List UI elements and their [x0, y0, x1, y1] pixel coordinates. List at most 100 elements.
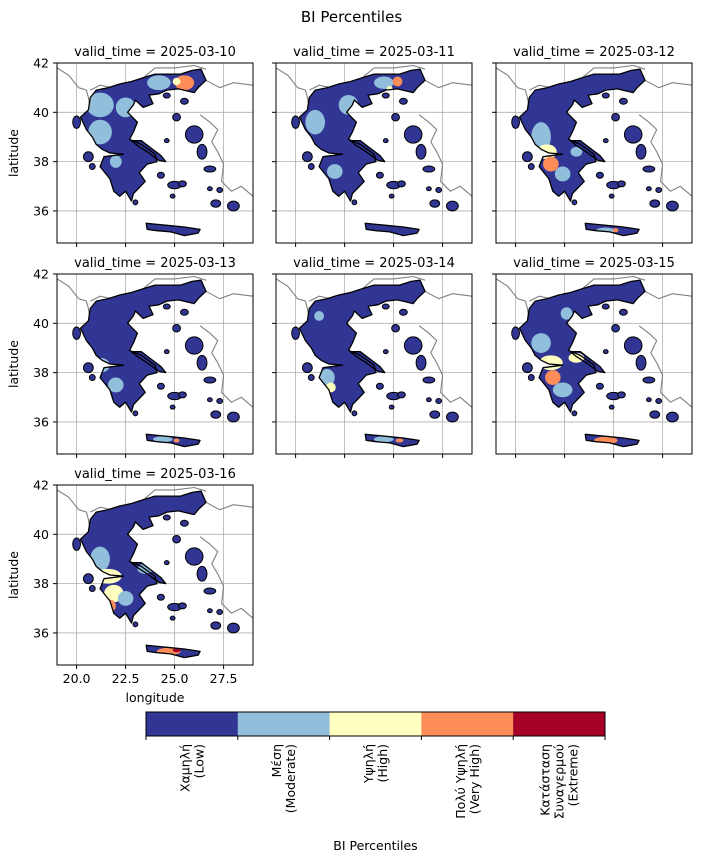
y-tick-label: 42 — [33, 267, 49, 282]
category-patch-moderate — [153, 436, 173, 443]
island — [655, 397, 663, 404]
island — [203, 165, 217, 173]
island — [425, 397, 432, 403]
coastline — [364, 222, 420, 237]
island — [72, 115, 81, 129]
island — [206, 608, 213, 614]
island — [511, 326, 520, 340]
panel-title: valid_time = 2025-03-12 — [513, 45, 675, 60]
coastline — [130, 351, 167, 374]
island — [375, 171, 384, 179]
island — [608, 404, 615, 410]
axes-frame — [275, 62, 473, 244]
island — [415, 354, 427, 371]
country-border — [496, 67, 530, 118]
island — [172, 535, 181, 544]
island — [162, 514, 171, 521]
coastline — [145, 433, 201, 448]
crete-low-fill — [365, 223, 420, 236]
island — [429, 410, 441, 419]
island — [619, 97, 628, 105]
island — [307, 163, 315, 171]
island — [82, 362, 94, 374]
island — [601, 92, 610, 99]
island — [391, 324, 400, 333]
country-border — [496, 278, 530, 329]
country-border — [424, 79, 472, 89]
category-patch-moderate — [147, 75, 171, 91]
y-tick-label: 38 — [33, 576, 49, 591]
colorbar-segment — [329, 712, 422, 736]
category-patch-moderate — [109, 155, 122, 168]
coastline — [349, 351, 386, 374]
country-border — [199, 325, 253, 408]
island — [382, 349, 389, 355]
country-border — [644, 79, 692, 89]
coastline — [79, 279, 207, 413]
evia-low-fill — [131, 140, 166, 162]
category-patch-very-high — [612, 228, 619, 233]
island — [527, 163, 535, 171]
island — [169, 404, 176, 410]
island — [132, 621, 139, 628]
category-patch-moderate — [314, 311, 325, 321]
country-border — [361, 64, 426, 79]
category-patch-very-high — [543, 156, 559, 172]
island — [602, 349, 609, 355]
island — [595, 382, 604, 390]
coastline — [130, 140, 167, 163]
colorbar-label-line: Μέση — [269, 744, 284, 777]
island — [619, 308, 628, 316]
category-patch-moderate — [108, 377, 124, 393]
plot-area — [57, 485, 253, 665]
category-patch-moderate — [115, 97, 136, 118]
coastline — [298, 68, 426, 202]
island — [446, 411, 459, 423]
map-panel: valid_time = 2025-03-11 — [272, 45, 473, 247]
island — [163, 560, 170, 566]
coastline — [518, 68, 646, 202]
y-tick-label: 38 — [33, 154, 49, 169]
island — [611, 324, 620, 333]
island — [210, 621, 222, 630]
island — [403, 336, 423, 355]
x-tick-label: 20.0 — [63, 671, 91, 686]
coastline — [569, 351, 606, 374]
category-patch-moderate — [327, 164, 343, 179]
plot-area — [496, 63, 692, 243]
x-tick-label: 27.5 — [210, 671, 238, 686]
colorbar-segment — [237, 712, 331, 736]
island — [527, 374, 535, 382]
island — [72, 326, 81, 340]
island — [172, 324, 181, 333]
colorbar-category-label: Πολύ Υψηλή (Very High) — [453, 744, 482, 819]
y-tick-label: 38 — [33, 365, 49, 380]
category-patch-extreme — [172, 648, 181, 653]
evia-low-fill — [350, 140, 385, 162]
y-axis-label: latitude — [6, 551, 21, 599]
colorbar: Χαμηλή (Low) Μέση (Moderate) Υψηλή (High) Πολύ… — [145, 711, 606, 853]
country-border — [205, 501, 253, 511]
crete-low-fill — [146, 223, 201, 236]
country-border — [276, 67, 310, 118]
island — [163, 138, 170, 144]
category-patch-moderate — [338, 95, 359, 115]
category-patch-moderate — [560, 307, 573, 320]
island — [382, 138, 389, 144]
island — [216, 397, 224, 404]
plot-area — [496, 274, 692, 454]
island — [72, 537, 81, 551]
island — [88, 585, 96, 593]
island — [645, 186, 652, 192]
category-patch-moderate — [531, 333, 551, 353]
island — [399, 97, 408, 105]
island — [206, 186, 213, 192]
evia-low-fill — [131, 351, 166, 373]
coastline — [584, 222, 640, 237]
country-border — [418, 114, 472, 197]
island — [422, 165, 436, 173]
island — [595, 171, 604, 179]
island — [666, 411, 679, 423]
island — [381, 92, 390, 99]
island — [178, 180, 187, 188]
